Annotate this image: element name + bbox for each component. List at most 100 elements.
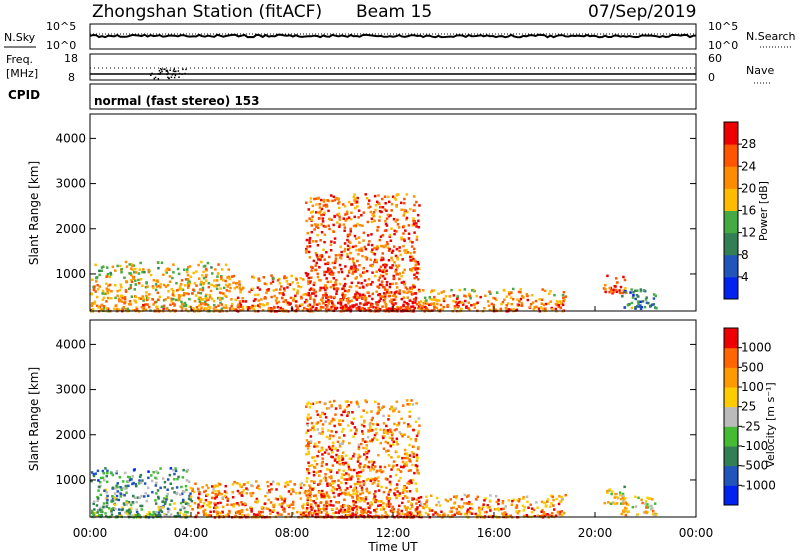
echo-cell-2	[395, 290, 398, 293]
echo-cell-2	[355, 505, 358, 508]
echo-cell-3	[468, 292, 471, 296]
echo-cell-3	[554, 307, 557, 311]
echo-cell-2	[311, 506, 314, 510]
echo-cell-0	[142, 305, 146, 309]
echo-cell-2	[336, 213, 339, 216]
echo-cell-1	[302, 511, 305, 514]
echo-cell-2	[353, 193, 356, 196]
echo-cell-2	[373, 478, 377, 482]
echo-cell-2	[312, 500, 315, 503]
echo-cell-2	[402, 485, 406, 489]
echo-cell-2	[358, 286, 362, 289]
echo-cell-1	[262, 507, 265, 510]
echo-cell-1	[288, 283, 292, 286]
echo-cell-0	[123, 298, 127, 301]
echo-cell-3	[460, 307, 463, 311]
echo-cell-3	[546, 513, 549, 516]
echo-cell-0	[119, 264, 122, 268]
echo-cell-2	[386, 432, 389, 435]
echo-cell-1	[240, 509, 244, 512]
echo-cell-0	[98, 514, 101, 517]
echo-cell-2	[392, 440, 395, 443]
echo-cell-2	[387, 195, 390, 199]
echo-cell-1	[278, 291, 281, 295]
echo-cell-2	[393, 493, 397, 497]
echo-cell-3	[456, 511, 459, 514]
echo-cell-2	[413, 471, 416, 475]
echo-cell-2	[403, 433, 406, 436]
colorbar-swatch	[724, 446, 738, 467]
echo-cell-0	[101, 476, 105, 480]
echo-cell-2	[374, 208, 377, 212]
echo-cell-2	[372, 211, 376, 214]
echo-cell-0	[156, 514, 160, 517]
echo-cell-2	[380, 295, 383, 298]
echo-cell-2	[361, 296, 364, 300]
echo-cell-0	[189, 486, 192, 490]
echo-cell-2	[395, 428, 398, 431]
echo-cell-0	[130, 263, 133, 266]
echo-cell-0	[219, 301, 222, 305]
echo-cell-4	[606, 274, 609, 278]
echo-cell-3	[555, 497, 558, 501]
echo-cell-1	[205, 484, 208, 487]
echo-cell-3	[547, 292, 551, 296]
echo-cell-2	[306, 468, 310, 471]
echo-cell-2	[395, 203, 398, 207]
echo-cell-2	[396, 273, 400, 276]
echo-cell-0	[199, 283, 202, 286]
echo-cell-2	[397, 410, 401, 413]
echo-cell-3	[428, 296, 431, 299]
echo-cell-2	[372, 468, 375, 471]
echo-cell-2	[411, 292, 415, 296]
echo-cell-0	[208, 296, 212, 299]
echo-cell-2	[305, 251, 308, 254]
echo-cell-2	[375, 290, 378, 293]
echo-cell-0	[124, 290, 128, 293]
echo-cell-3	[512, 307, 515, 311]
echo-cell-2	[329, 280, 333, 283]
echo-cell-2	[406, 453, 409, 457]
echo-cell-2	[364, 299, 367, 302]
x-tick-label: 08:00	[275, 526, 310, 540]
echo-cell-0	[185, 292, 188, 295]
echo-cell-2	[417, 430, 420, 433]
echo-cell-2	[322, 294, 326, 297]
echo-cell-2	[370, 410, 373, 413]
left-tick-bottom: 10^0	[46, 39, 76, 52]
echo-cell-0	[137, 272, 141, 275]
echo-cell-0	[166, 296, 170, 299]
echo-cell-2	[405, 452, 409, 455]
echo-cell-0	[99, 480, 102, 484]
echo-cell-1	[232, 274, 236, 278]
echo-cell-2	[346, 244, 350, 248]
echo-cell-2	[414, 268, 417, 271]
echo-cell-1	[241, 305, 245, 309]
echo-cell-0	[212, 284, 216, 288]
echo-cell-2	[382, 405, 385, 408]
echo-cell-2	[406, 251, 410, 254]
echo-cell-1	[198, 492, 201, 496]
echo-cell-0	[210, 266, 213, 269]
echo-cell-2	[338, 486, 341, 489]
echo-cell-1	[230, 298, 233, 301]
echo-cell-2	[336, 440, 340, 444]
echo-cell-3	[550, 512, 554, 515]
echo-cell-2	[365, 490, 369, 493]
echo-cell-0	[178, 514, 181, 518]
echo-cell-2	[390, 266, 393, 270]
echo-cell-3	[467, 307, 470, 310]
echo-cell-2	[308, 256, 312, 259]
echo-cell-1	[232, 502, 236, 506]
echo-cell-0	[146, 285, 149, 288]
echo-cell-0	[158, 295, 162, 299]
echo-cell-2	[382, 436, 385, 440]
echo-cell-2	[384, 295, 387, 298]
echo-cell-2	[360, 247, 363, 250]
echo-cell-2	[395, 308, 399, 312]
echo-cell-2	[352, 224, 356, 228]
echo-cell-2	[369, 210, 372, 214]
echo-cell-2	[409, 255, 412, 259]
echo-cell-2	[403, 505, 406, 508]
echo-cell-1	[266, 485, 270, 488]
